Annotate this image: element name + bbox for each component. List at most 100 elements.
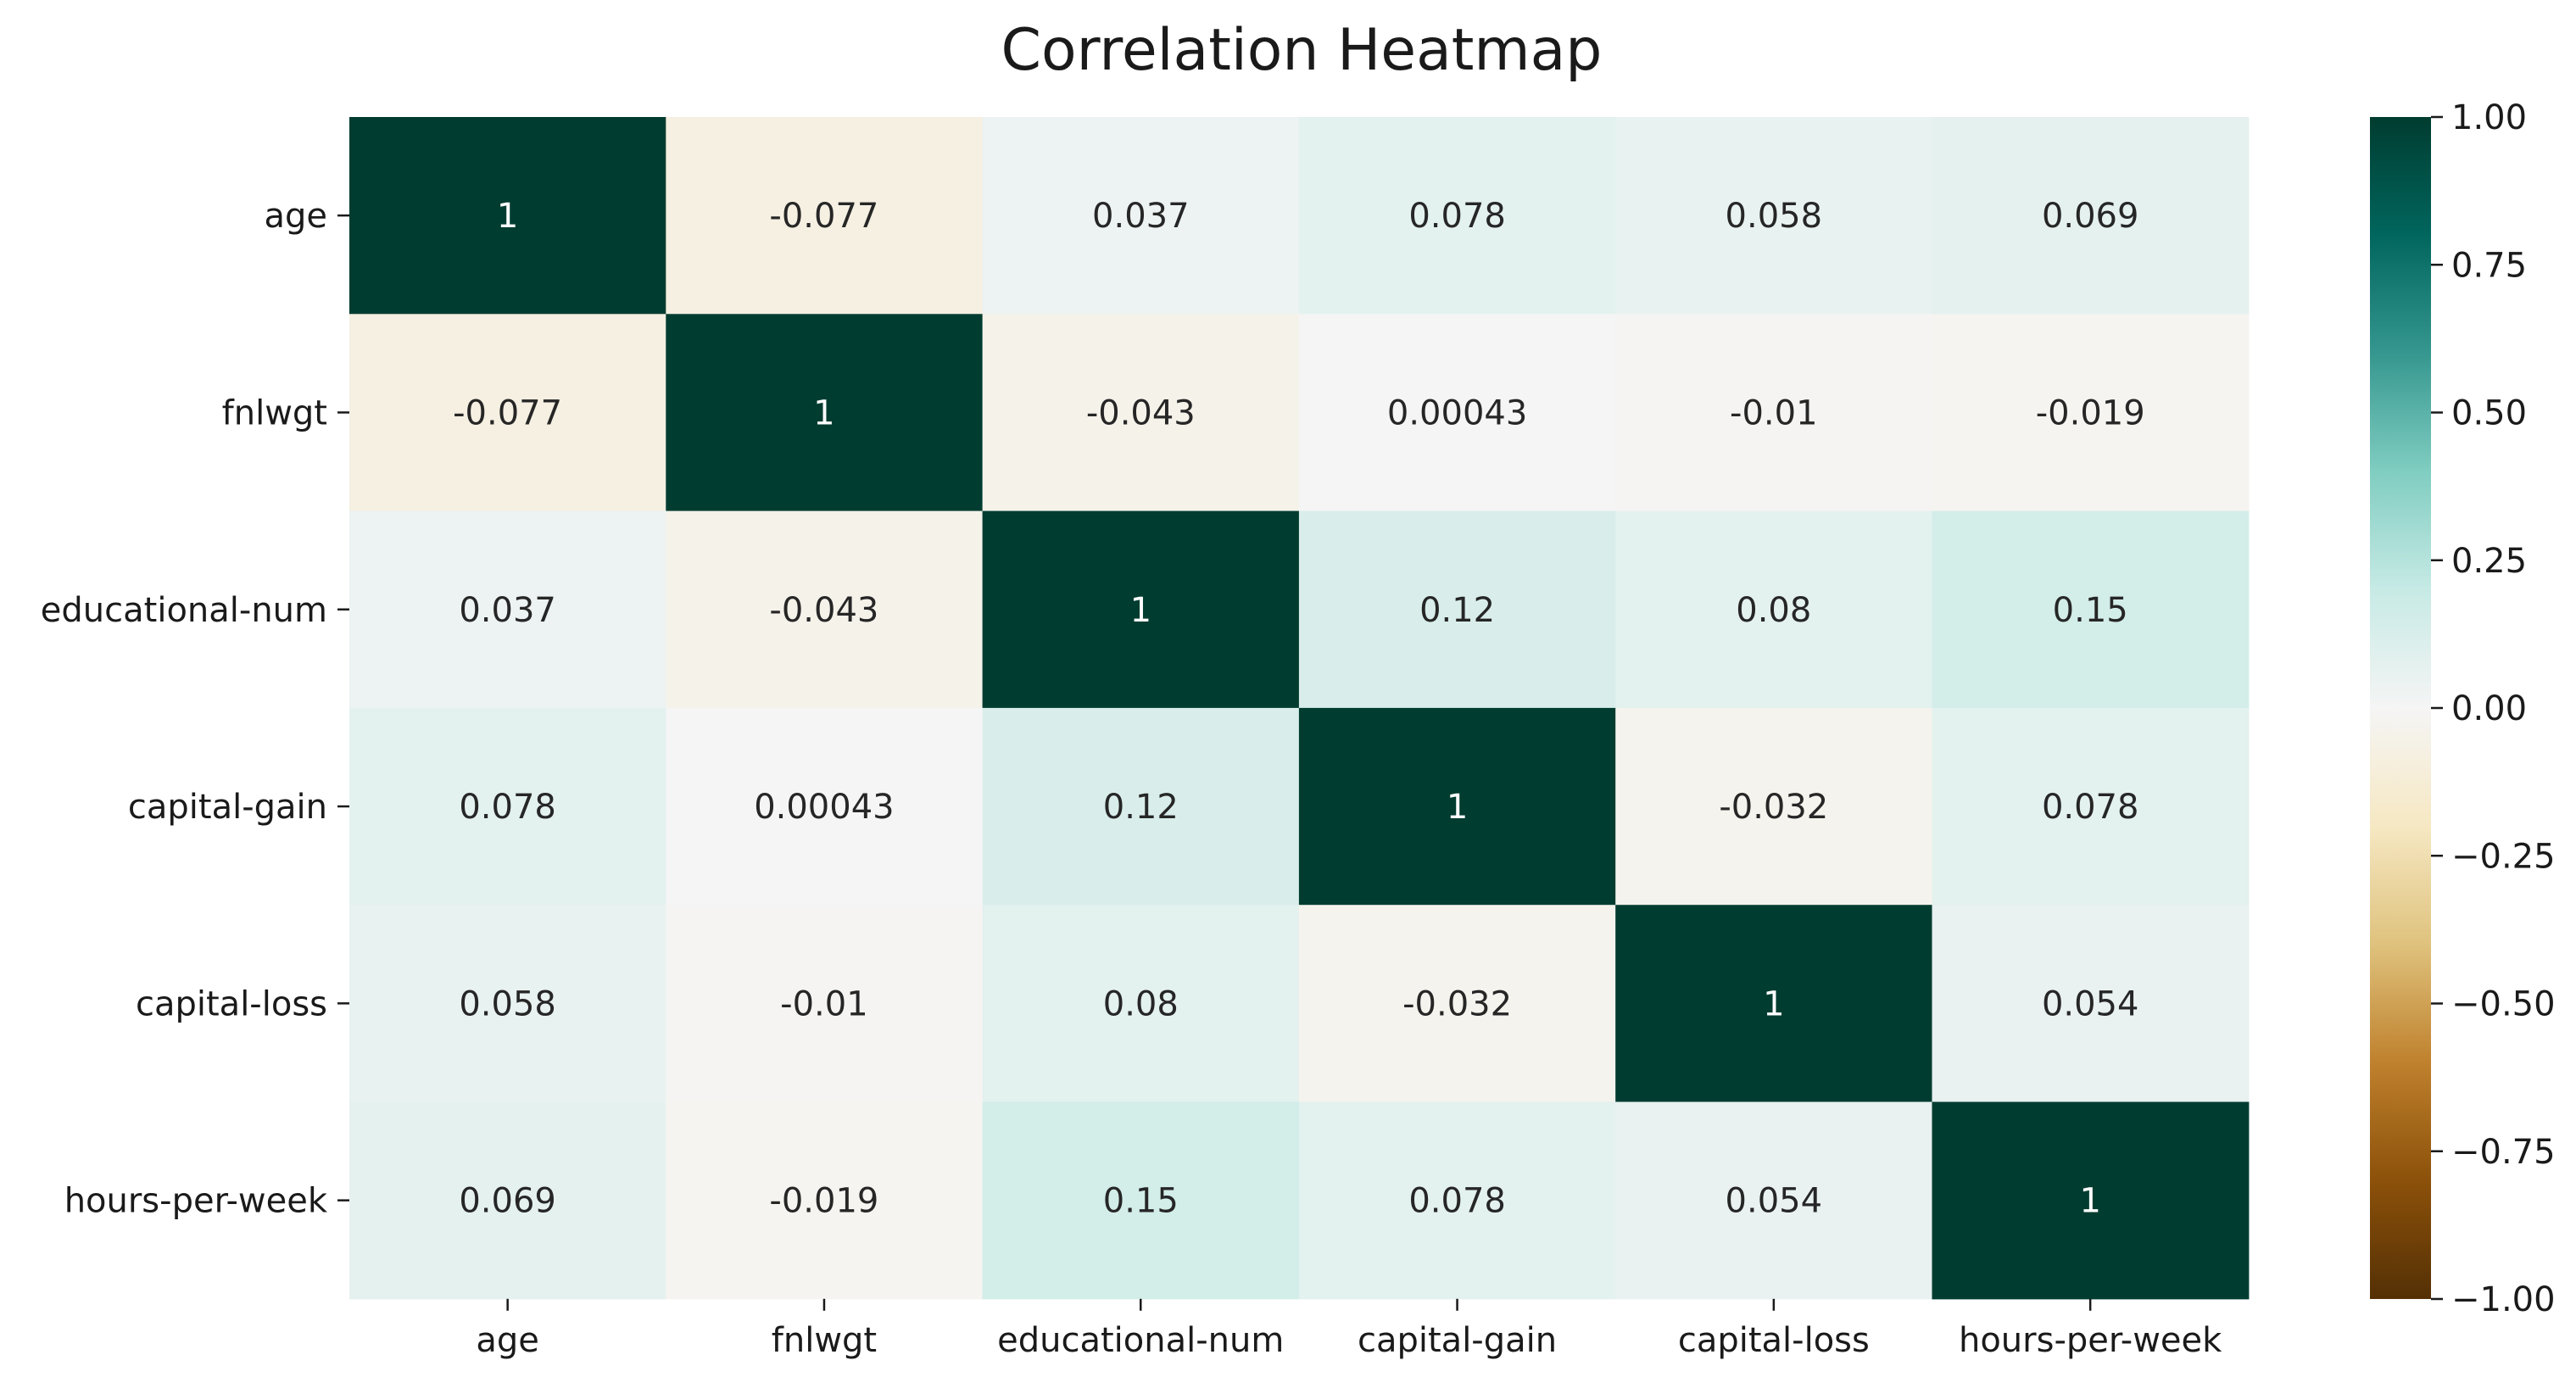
cell-value-label: 0.12	[1419, 591, 1495, 630]
colorbar-tick-label: −0.25	[2451, 837, 2556, 876]
cell-value-label: 0.15	[1103, 1182, 1179, 1221]
colorbar-tick-label: 0.25	[2451, 542, 2527, 581]
heatmap-cell	[1932, 117, 2250, 315]
y-axis: age fnlwgt educational-num capital-gain capi…	[41, 197, 349, 1221]
heatmap-cells	[349, 117, 2250, 1300]
colorbar-tick-label: 0.75	[2451, 246, 2527, 285]
x-tick-label: hours-per-week	[1959, 1321, 2222, 1360]
cell-value-label: 0.058	[459, 984, 556, 1023]
cell-value-label: -0.01	[780, 984, 868, 1023]
heatmap-cell	[1932, 707, 2250, 906]
y-tick-label: capital-loss	[136, 984, 327, 1023]
cell-value-label: 0.12	[1103, 788, 1179, 827]
heatmap-cell	[349, 510, 666, 709]
x-tick-label: educational-num	[997, 1321, 1284, 1360]
heatmap-cell	[1298, 510, 1616, 709]
cell-value-label: 1	[813, 394, 834, 433]
cell-value-label: -0.077	[453, 394, 562, 433]
cell-value-label: 1	[1447, 788, 1468, 827]
cell-value-label: 1	[2079, 1182, 2100, 1221]
x-tick-label: fnlwgt	[772, 1321, 877, 1360]
heatmap-cell	[982, 905, 1300, 1103]
colorbar-tick-label: −0.75	[2451, 1133, 2556, 1172]
x-axis: age fnlwgt educational-num capital-gain capi…	[476, 1298, 2222, 1360]
heatmap-cell	[982, 117, 1300, 315]
heatmap-cell	[349, 1101, 666, 1300]
cell-value-label: 0.069	[459, 1182, 556, 1221]
cell-value-label: -0.032	[1402, 984, 1512, 1023]
cell-value-label: 0.00043	[1387, 394, 1527, 433]
heatmap-cell	[666, 510, 984, 709]
colorbar-tick-label: −0.50	[2451, 985, 2556, 1024]
colorbar-tick-label: −1.00	[2451, 1280, 2556, 1319]
colorbar-tick-label: 1.00	[2451, 98, 2527, 137]
heatmap-cell	[982, 707, 1300, 906]
y-tick-label: hours-per-week	[64, 1182, 328, 1221]
colorbar-tick-label: 0.00	[2451, 689, 2527, 728]
heatmap-cell	[1615, 117, 1933, 315]
cell-value-label: 0.078	[1408, 1182, 1506, 1221]
heatmap-cell	[1932, 510, 2250, 709]
heatmap-cell	[1298, 1101, 1616, 1300]
heatmap-cell	[349, 905, 666, 1103]
cell-value-label: -0.019	[769, 1182, 878, 1221]
chart-title: Correlation Heatmap	[1001, 17, 1603, 84]
cell-value-label: 0.058	[1726, 197, 1823, 236]
heatmap-cell	[349, 707, 666, 906]
heatmap-cell	[1298, 117, 1616, 315]
x-tick-label: age	[476, 1321, 539, 1360]
heatmap-cell	[666, 117, 984, 315]
cell-value-label: 0.054	[1726, 1182, 1823, 1221]
cell-value-label: 0.00043	[754, 788, 894, 827]
cell-value-label: 0.078	[2042, 788, 2139, 827]
cell-value-label: 0.08	[1736, 591, 1811, 630]
colorbar-tick-label: 0.50	[2451, 394, 2527, 433]
cell-value-label: -0.01	[1730, 394, 1818, 433]
cell-value-label: 1	[497, 197, 518, 236]
cell-value-label: 1	[1130, 591, 1151, 630]
cell-value-label: -0.043	[1086, 394, 1196, 433]
y-tick-label: age	[264, 197, 327, 236]
cell-annotations: 1 -0.077 0.037 0.078 0.058 0.069 -0.077 1 -0.043…	[453, 197, 2145, 1221]
heatmap-cell	[666, 707, 984, 906]
heatmap-cell	[1298, 905, 1616, 1103]
heatmap-cell	[1615, 707, 1933, 906]
heatmap-cell	[1615, 905, 1933, 1103]
heatmap-cell	[666, 905, 984, 1103]
y-tick-label: fnlwgt	[222, 393, 327, 432]
heatmap-cell	[1932, 1101, 2250, 1300]
cell-value-label: 0.054	[2042, 984, 2139, 1023]
heatmap-cell	[1932, 905, 2250, 1103]
cell-value-label: -0.077	[769, 197, 878, 236]
heatmap-cell	[1932, 314, 2250, 512]
heatmap-cell	[666, 314, 984, 512]
cell-value-label: 1	[1763, 984, 1784, 1023]
cell-value-label: -0.043	[769, 591, 878, 630]
cell-value-label: 0.078	[459, 788, 556, 827]
cell-value-label: -0.032	[1719, 788, 1828, 827]
colorbar-gradient	[2370, 117, 2431, 1299]
y-tick-label: educational-num	[41, 591, 327, 630]
colorbar: 1.00 0.75 0.50 0.25 0.00 −0.25 −0.50 −0.75 −1.00	[2370, 98, 2556, 1319]
heatmap-cell	[1615, 510, 1933, 709]
x-tick-label: capital-loss	[1678, 1321, 1870, 1360]
x-tick-label: capital-gain	[1358, 1321, 1557, 1360]
heatmap-cell	[1615, 314, 1933, 512]
heatmap-cell	[349, 314, 666, 512]
cell-value-label: 0.15	[2053, 591, 2128, 630]
cell-value-label: 0.037	[459, 591, 556, 630]
heatmap-cell	[666, 1101, 984, 1300]
y-tick-label: capital-gain	[128, 788, 327, 827]
heatmap-cell	[349, 117, 666, 315]
cell-value-label: 0.08	[1103, 984, 1179, 1023]
cell-value-label: 0.078	[1408, 197, 1506, 236]
heatmap-cell	[1298, 314, 1616, 512]
heatmap-cell	[982, 510, 1300, 709]
cell-value-label: 0.037	[1092, 197, 1190, 236]
heatmap-cell	[1298, 707, 1616, 906]
heatmap-cell	[1615, 1101, 1933, 1300]
heatmap-cell	[982, 1101, 1300, 1300]
cell-value-label: -0.019	[2036, 394, 2145, 433]
cell-value-label: 0.069	[2042, 197, 2139, 236]
